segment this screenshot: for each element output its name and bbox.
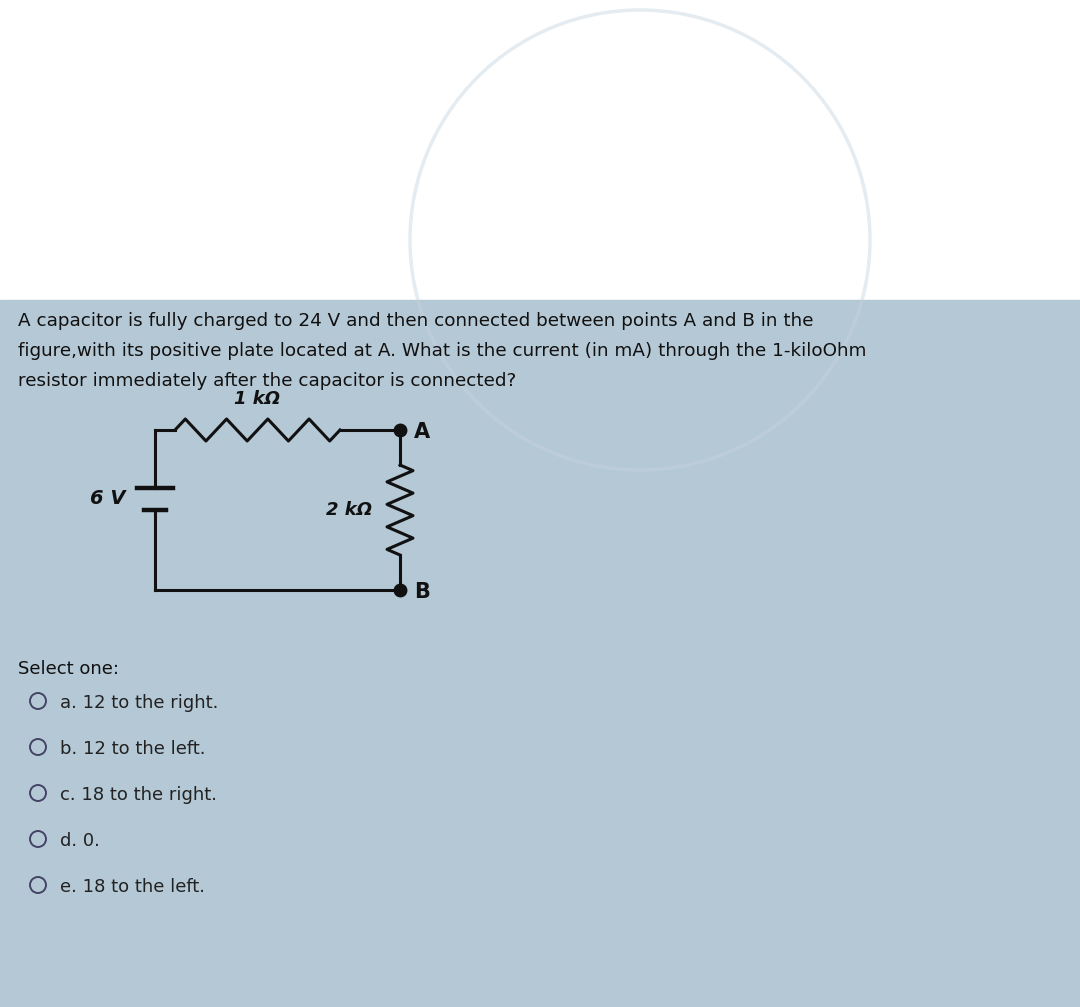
Text: Select one:: Select one: <box>18 660 119 678</box>
Text: resistor immediately after the capacitor is connected?: resistor immediately after the capacitor… <box>18 372 516 390</box>
Bar <box>0 0 1080 300</box>
Text: a. 12 to the right.: a. 12 to the right. <box>60 694 218 712</box>
Text: d. 0.: d. 0. <box>60 832 99 850</box>
Bar <box>0 300 1080 1007</box>
Text: 2 kΩ: 2 kΩ <box>326 501 372 519</box>
Text: B: B <box>414 582 430 602</box>
Text: 1 kΩ: 1 kΩ <box>234 390 281 408</box>
Text: e. 18 to the left.: e. 18 to the left. <box>60 878 205 896</box>
Text: 6 V: 6 V <box>90 489 125 509</box>
Text: figure,with its positive plate located at A. What is the current (in mA) through: figure,with its positive plate located a… <box>18 342 866 359</box>
Text: b. 12 to the left.: b. 12 to the left. <box>60 740 205 758</box>
Text: c. 18 to the right.: c. 18 to the right. <box>60 786 217 804</box>
Text: A capacitor is fully charged to 24 V and then connected between points A and B i: A capacitor is fully charged to 24 V and… <box>18 312 813 330</box>
Text: A: A <box>414 422 430 442</box>
